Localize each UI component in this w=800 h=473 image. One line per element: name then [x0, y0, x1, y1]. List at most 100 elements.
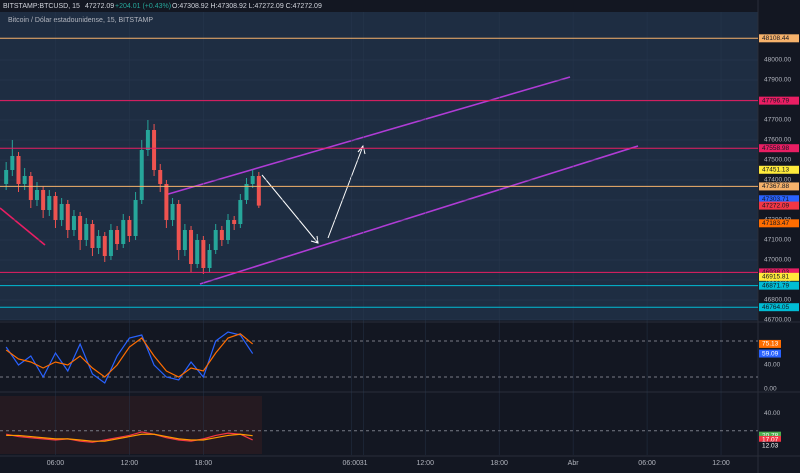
candle-body — [232, 220, 237, 224]
y-tick-label: 46800.00 — [764, 297, 791, 304]
price-tag-label: 48108.44 — [762, 35, 789, 42]
symbol: BITSTAMP:BTCUSD, 15 — [3, 3, 80, 10]
price-tag-label: 46764.05 — [762, 304, 789, 311]
indicator-line — [6, 431, 253, 443]
price-tag — [759, 195, 799, 204]
price-tag — [759, 165, 799, 174]
x-tick-label: Abr — [568, 460, 580, 467]
candle-body — [145, 130, 150, 150]
candle-body — [133, 200, 138, 236]
candle-body — [53, 196, 58, 220]
y-tick-label: 47400.00 — [764, 177, 791, 184]
ohlc: O:47308.92 H:47308.92 L:47272.09 C:47272… — [172, 3, 322, 10]
y-tick-label: 48000.00 — [764, 57, 791, 64]
candle-body — [256, 176, 261, 206]
subtitle: Bitcoin / Dólar estadounidense, 15, BITS… — [8, 17, 153, 24]
channel-line — [199, 145, 639, 285]
x-tick-label: 06:00 — [343, 460, 361, 467]
change: +204.01 (+0.43%) — [115, 3, 171, 10]
indicator-line — [5, 333, 254, 378]
candle-body — [34, 190, 39, 200]
y-tick-label: 47600.00 — [764, 137, 791, 144]
candle-body — [213, 230, 218, 250]
candle-body — [59, 204, 64, 220]
y-tick-label: 0.00 — [764, 386, 777, 393]
last-price: 47272.09 — [85, 3, 114, 10]
candle-body — [238, 200, 243, 224]
value-tag — [759, 435, 781, 444]
price-tag-label: 47558.98 — [762, 145, 789, 152]
price-tag-label: 47303.71 — [762, 196, 789, 203]
price-tag — [759, 219, 799, 228]
candle-body — [108, 230, 113, 256]
price-tag — [759, 34, 799, 43]
candle-body — [78, 216, 83, 240]
y-tick-label: 46700.00 — [764, 317, 791, 324]
candle-body — [158, 170, 163, 184]
candle-body — [115, 230, 120, 244]
candle-body — [90, 224, 95, 248]
x-tick-label: 31 — [360, 460, 368, 467]
value-tag — [759, 441, 781, 450]
candle-body — [176, 204, 181, 250]
price-tag — [759, 268, 799, 277]
indicator-line — [5, 331, 254, 384]
x-tick-label: 12:00 — [121, 460, 139, 467]
value-tag — [759, 431, 781, 440]
price-tag-label: 47183.47 — [762, 220, 789, 227]
candle-body — [22, 176, 27, 184]
candle-body — [170, 204, 175, 220]
candle-body — [164, 184, 169, 220]
y-tick-label: 47700.00 — [764, 117, 791, 124]
candle-body — [16, 156, 21, 184]
candle-body — [41, 190, 46, 210]
candle-body — [65, 204, 70, 230]
y-tick-label: 47900.00 — [764, 77, 791, 84]
candle-body — [226, 220, 231, 240]
candle-body — [219, 230, 224, 240]
candle-body — [195, 240, 200, 264]
price-pane — [0, 12, 758, 320]
indicator-line — [6, 433, 253, 442]
x-tick-label: 18:00 — [195, 460, 213, 467]
price-tag-label: 47367.88 — [762, 183, 789, 190]
y-tick-label: 40.00 — [764, 362, 781, 369]
y-tick-label: 47100.00 — [764, 237, 791, 244]
candle-body — [28, 176, 33, 200]
price-tag — [759, 201, 799, 210]
trend-line — [0, 207, 46, 246]
price-tag — [759, 96, 799, 105]
candle-body — [10, 156, 15, 170]
indicator-shade — [0, 396, 262, 454]
price-tag — [759, 272, 799, 281]
candle-body — [71, 216, 76, 230]
candle-body — [84, 224, 89, 240]
value-tag-label: 17.07 — [762, 437, 779, 444]
price-tag-label: 47272.09 — [762, 202, 789, 209]
candle-body — [152, 130, 157, 170]
price-tag-label: 46938.03 — [762, 269, 789, 276]
candle-body — [139, 150, 144, 200]
value-tag-label: 59.09 — [762, 350, 779, 357]
candle-body — [250, 176, 255, 184]
x-tick-label: 06:00 — [638, 460, 656, 467]
x-tick-label: 12:00 — [416, 460, 434, 467]
candle-body — [189, 230, 194, 264]
price-tag-label: 47451.13 — [762, 166, 789, 173]
candle-body — [127, 220, 132, 236]
candle-body — [121, 220, 126, 244]
channel-line — [164, 76, 571, 196]
candle-body — [244, 184, 249, 200]
candle-body — [182, 230, 187, 250]
candle-body — [47, 196, 52, 210]
candle-body — [96, 236, 101, 248]
oscillator-pane — [0, 325, 758, 390]
value-tag-label: 75.13 — [762, 341, 779, 348]
value-tag — [759, 339, 781, 348]
price-tag-label: 46871.79 — [762, 282, 789, 289]
price-tag — [759, 281, 799, 290]
candle-body — [102, 236, 107, 256]
candle-body — [4, 170, 9, 184]
x-tick-label: 18:00 — [490, 460, 508, 467]
